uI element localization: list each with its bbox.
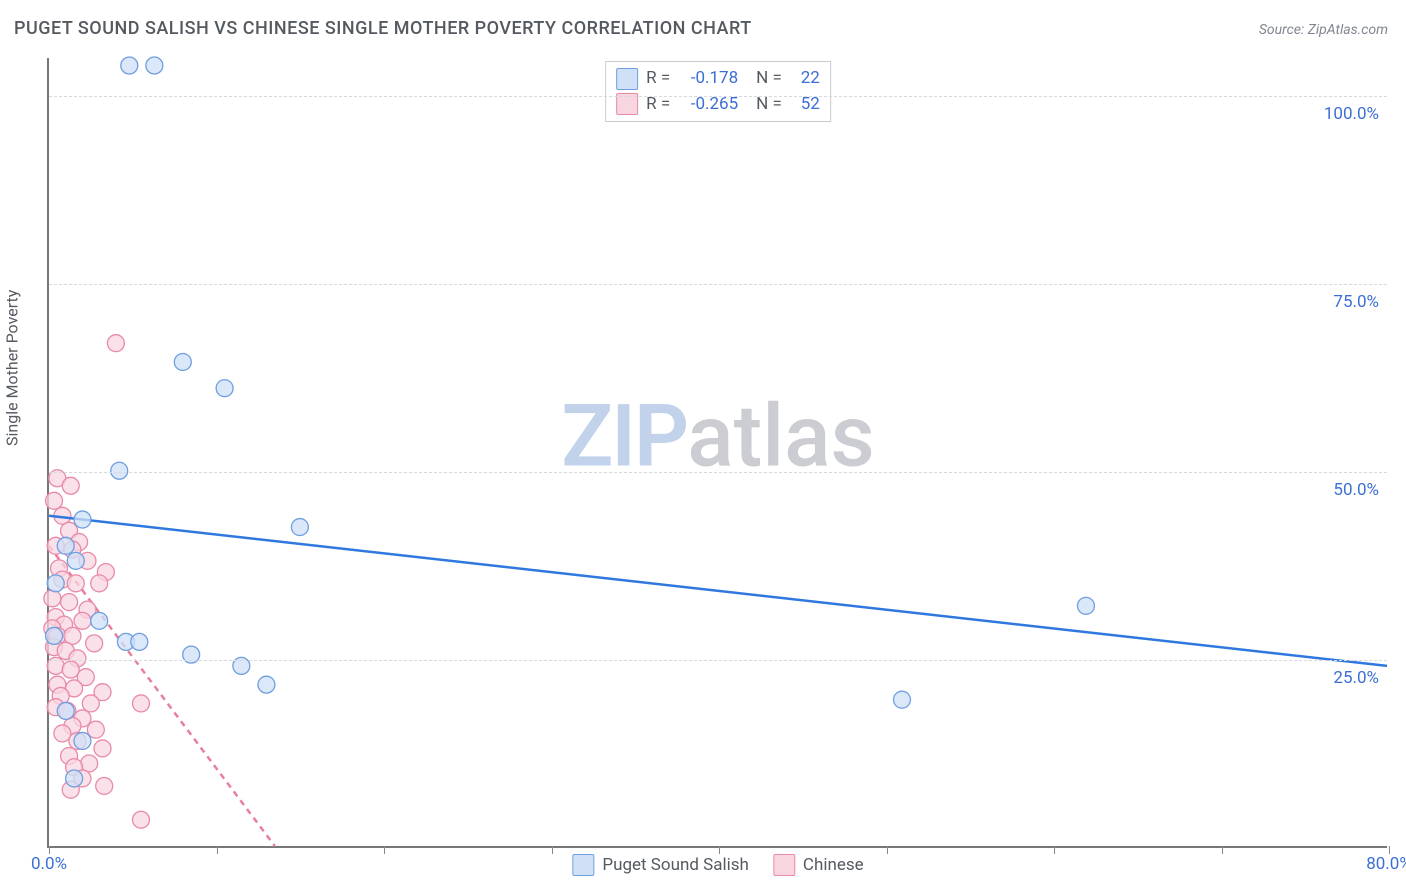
data-point (82, 695, 99, 712)
data-point (57, 537, 74, 554)
series-legend-item: Puget Sound Salish (572, 854, 749, 876)
data-point (46, 492, 63, 509)
x-tick (719, 846, 720, 854)
data-point (111, 462, 128, 479)
data-point (107, 335, 124, 352)
data-point (62, 661, 79, 678)
legend-r-label: R = (646, 66, 670, 92)
data-point (74, 732, 91, 749)
data-point (86, 635, 103, 652)
series-legend: Puget Sound Salish Chinese (572, 854, 863, 876)
data-point (258, 676, 275, 693)
legend-swatch (773, 854, 795, 876)
legend-n-value: 22 (790, 66, 820, 92)
x-tick-label: 0.0% (31, 854, 67, 874)
legend-swatch (572, 854, 594, 876)
trend-line (49, 546, 275, 846)
data-point (91, 575, 108, 592)
data-point (96, 777, 113, 794)
data-point (46, 627, 63, 644)
data-point (47, 575, 64, 592)
plot-svg (49, 58, 1387, 846)
data-point (44, 590, 61, 607)
data-point (62, 477, 79, 494)
y-axis-label: Single Mother Poverty (3, 290, 22, 446)
y-tick-label: 75.0% (1333, 292, 1379, 312)
data-point (67, 575, 84, 592)
data-point (121, 57, 138, 74)
data-point (61, 594, 78, 611)
x-tick (384, 846, 385, 854)
data-point (54, 725, 71, 742)
legend-row: R = -0.178 N = 22 (616, 66, 820, 92)
data-point (67, 552, 84, 569)
gridline (49, 472, 1387, 473)
data-point (74, 612, 91, 629)
x-tick (887, 846, 888, 854)
gridline (49, 660, 1387, 661)
source-attribution: Source: ZipAtlas.com (1259, 22, 1388, 38)
x-tick (1222, 846, 1223, 854)
data-point (216, 380, 233, 397)
data-point (94, 740, 111, 757)
data-point (66, 770, 83, 787)
series-legend-label: Chinese (803, 855, 864, 875)
data-point (74, 511, 91, 528)
x-tick (552, 846, 553, 854)
y-tick-label: 100.0% (1324, 104, 1379, 124)
x-tick (1389, 846, 1390, 854)
gridline (49, 96, 1387, 97)
data-point (87, 721, 104, 738)
legend-n-label: N = (756, 66, 782, 92)
y-tick-label: 25.0% (1333, 668, 1379, 688)
legend-r-value: -0.178 (678, 66, 738, 92)
x-tick (1054, 846, 1055, 854)
plot-area: ZIPatlas R =-0.178N =22R =-0.265N =52 Pu… (47, 58, 1387, 848)
data-point (133, 695, 150, 712)
trend-line (49, 516, 1387, 666)
data-point (57, 702, 74, 719)
data-point (146, 57, 163, 74)
data-point (1077, 597, 1094, 614)
gridline (49, 284, 1387, 285)
series-legend-label: Puget Sound Salish (602, 855, 749, 875)
data-point (893, 691, 910, 708)
data-point (291, 519, 308, 536)
x-tick-label: 80.0% (1366, 854, 1406, 874)
data-point (91, 612, 108, 629)
x-tick (217, 846, 218, 854)
chart-title: PUGET SOUND SALISH VS CHINESE SINGLE MOT… (14, 18, 752, 39)
x-tick (49, 846, 50, 854)
y-tick-label: 50.0% (1333, 480, 1379, 500)
data-point (131, 633, 148, 650)
series-legend-item: Chinese (773, 854, 864, 876)
legend-swatch (616, 68, 638, 90)
data-point (133, 811, 150, 828)
correlation-legend: R =-0.178N =22R =-0.265N =52 (605, 61, 831, 122)
data-point (174, 353, 191, 370)
